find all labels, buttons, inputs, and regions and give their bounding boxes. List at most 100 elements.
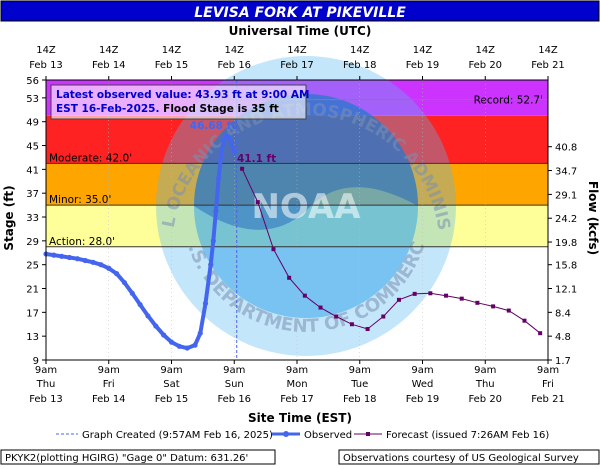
legend-forecast-marker [366,432,370,436]
forecast-point [428,291,433,296]
courtesy-box [338,449,600,465]
observed-point [161,332,167,338]
info-box-frame [50,84,307,120]
top-tick-date: Feb 18 [343,60,377,71]
forecast-point [271,247,276,252]
forecast-start-label: 41.1 ft [237,153,276,165]
watermark-bird-shape [194,94,418,230]
forecast-point [412,291,417,296]
bottom-tick-day: Sun [225,379,244,390]
right-tick-label: 8.4 [555,308,571,319]
top-tick-date: Feb 21 [531,60,565,71]
top-tick-time: 14Z [350,45,370,56]
observed-point [184,345,190,351]
chart-title: LEVISA FORK AT PIKEVILLE [194,5,406,21]
bottom-tick-day: Thu [36,379,56,390]
observed-point [74,256,80,262]
left-tick-label: 56 [26,76,39,87]
threshold-label-record: Record: 52.7' [474,95,543,107]
title-bar [0,0,600,22]
bottom-axis-title: Site Time (EST) [248,411,352,425]
top-tick-date: Feb 14 [92,60,126,71]
left-tick-label: 29 [26,237,39,248]
left-tick-label: 9 [33,356,39,367]
top-axis-title: Universal Time (UTC) [229,24,372,38]
bottom-tick-day: Thu [475,379,495,390]
top-tick-date: Feb 19 [406,60,440,71]
observed-point [215,175,222,181]
observed-point [66,254,73,261]
bottom-tick-time: 9am [160,365,182,376]
courtesy-text: Observations courtesy of US Geological S… [343,453,579,464]
observed-point [210,238,216,244]
info-box-line1: Latest observed value: 43.93 ft at 9:00 … [56,89,309,101]
top-tick-time: 14Z [287,45,307,56]
forecast-point [459,296,464,301]
left-axis-title: Stage (ft) [2,185,16,250]
top-tick-time: 14Z [99,45,119,56]
top-tick-time: 14Z [36,45,56,56]
bottom-tick-date: Feb 13 [29,394,63,405]
bottom-tick-date: Feb 15 [155,394,189,405]
bottom-tick-time: 9am [474,365,496,376]
top-tick-time: 14Z [162,45,182,56]
bottom-tick-time: 9am [223,365,245,376]
left-tick-label: 17 [26,308,39,319]
right-tick-label: 24.2 [555,214,577,225]
top-tick-time: 14Z [224,45,244,56]
observed-point [192,342,198,348]
observed-point [226,134,232,140]
info-box-date: EST 16-Feb-2025. [56,103,159,115]
observed-point [202,300,209,307]
forecast-series-line [241,168,541,334]
forecast-point [506,308,511,313]
right-axis-title: Flow (kcfs) [586,181,600,255]
forecast-point [334,314,339,319]
legend-forecast-label: Forecast (issued 7:26AM Feb 16) [386,430,549,441]
legend-observed-marker [283,431,289,437]
observed-point [153,323,159,329]
bottom-tick-date: Feb 21 [531,394,565,405]
axes: 9 13 17 21 25 29 33 37 41 45 49 53 56 1.7 4.8 8.4 12.1 15… [26,45,577,405]
forecast-point [522,318,527,323]
forecast-point [287,275,292,280]
bottom-tick-time: 9am [286,365,308,376]
threshold-label-moderate: Moderate: 42.0' [49,152,132,164]
bottom-tick-time: 9am [537,365,559,376]
observed-point [208,262,214,268]
observed-point [137,301,143,308]
forecast-point [302,293,307,298]
observed-point [98,262,104,268]
bottom-tick-date: Feb 20 [468,394,502,405]
peak-label: 46.68 ft [190,120,236,132]
datum-text: PKYK2(plotting HGIRG) "Gage 0" Datum: 63… [5,453,248,464]
bottom-tick-time: 9am [349,365,371,376]
left-tick-label: 33 [26,213,39,224]
observed-point [90,259,96,265]
observed-point [229,141,235,147]
info-box-flood-stage: Flood Stage is 35 ft [159,103,278,115]
forecast-point [365,327,370,332]
observed-point [129,290,135,296]
bottom-tick-day: Mon [286,379,307,390]
observed-point [59,253,65,259]
top-tick-date: Feb 16 [217,60,251,71]
forecast-point [349,322,354,327]
right-tick-label: 12.1 [555,285,577,296]
bottom-tick-date: Feb 14 [92,394,126,405]
right-tick-label: 4.8 [555,332,571,343]
top-tick-time: 14Z [413,45,433,56]
watermark-inner-disc [194,94,418,318]
left-tick-label: 25 [26,261,39,272]
observed-point [213,208,219,214]
observed-point [197,330,203,336]
observed-point [121,279,128,286]
forecast-point [475,300,480,305]
bottom-tick-day: Wed [412,379,434,390]
observed-point [51,252,57,258]
bottom-tick-day: Fri [103,379,115,390]
bottom-tick-time: 9am [98,365,120,376]
legend-observed-label: Observed [304,430,352,441]
latest-observation-box: Latest observed value: 43.93 ft at 9:00 … [50,84,309,120]
